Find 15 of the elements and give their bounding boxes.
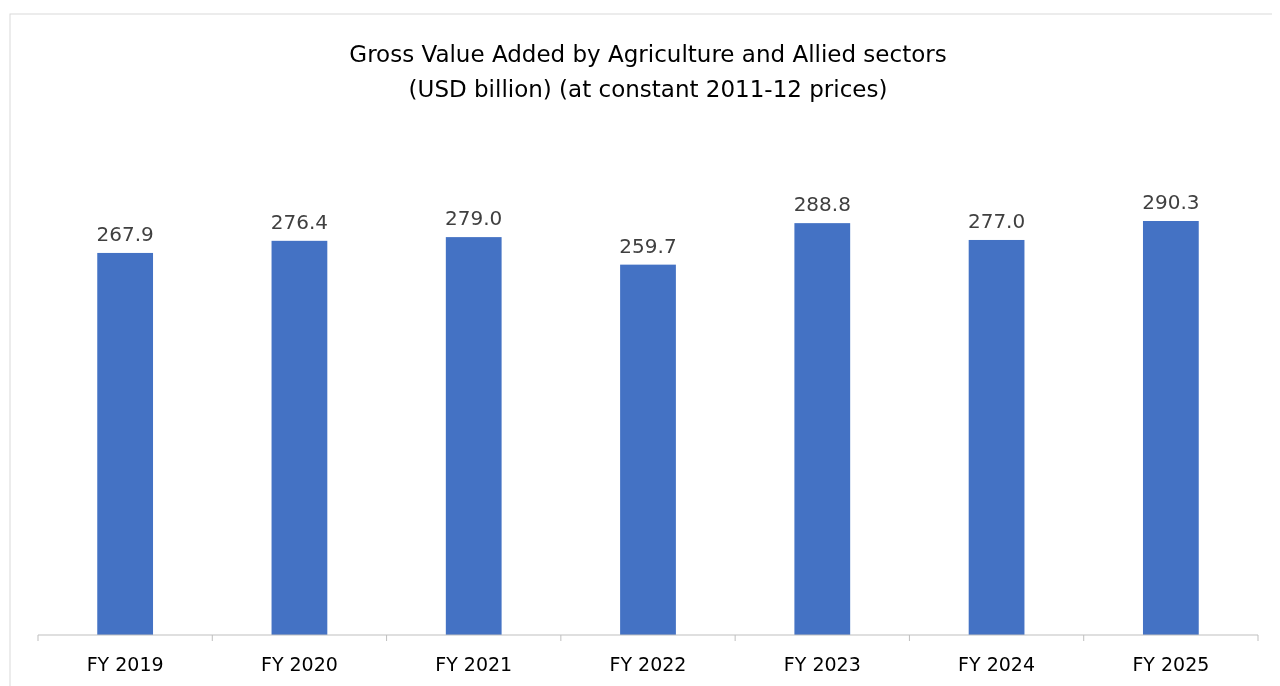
x-tick-label: FY 2019: [86, 653, 164, 675]
data-label: 276.4: [270, 209, 329, 234]
chart-title: Gross Value Added by Agriculture and Allied sectors (USD billion) (at constant 2011-12 prices): [349, 41, 947, 102]
data-label: 279.0: [445, 206, 503, 231]
x-tick-label: FY 2025: [1132, 653, 1210, 675]
x-tick-label: FY 2020: [260, 653, 338, 675]
x-tick-label: FY 2022: [609, 653, 687, 675]
data-label: 267.9: [96, 221, 154, 246]
x-tick-label: FY 2024: [958, 653, 1036, 675]
x-tick-label: FY 2023: [783, 653, 861, 675]
data-label: 259.7: [619, 233, 677, 258]
data-label: 288.8: [793, 192, 851, 217]
x-tick-label: FY 2021: [435, 653, 513, 675]
data-label: 277.0: [967, 208, 1026, 233]
data-label: 290.3: [1142, 190, 1200, 214]
